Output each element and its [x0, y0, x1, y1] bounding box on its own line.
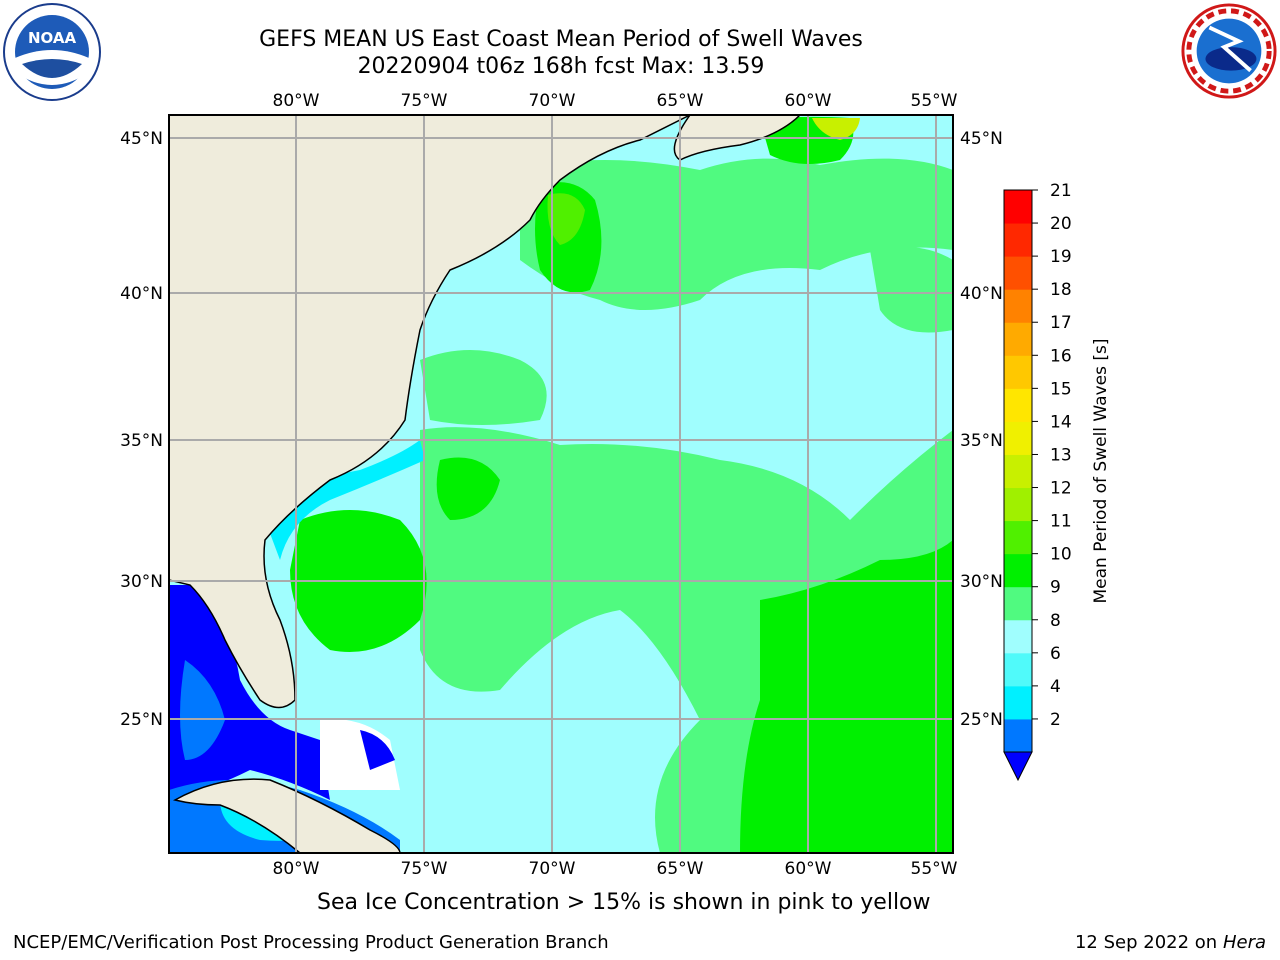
map-grid	[169, 115, 953, 853]
colorbar-tick-label: 14	[1050, 412, 1072, 432]
colorbar-tick-label: 16	[1050, 346, 1072, 366]
lon-tick-label: 70°W	[529, 859, 576, 879]
colorbar-segment	[1004, 586, 1032, 621]
lon-tick-label: 65°W	[657, 91, 704, 111]
ocean-fill-9-10	[870, 246, 953, 333]
us-east-coast-land	[169, 115, 691, 709]
lat-tick-label: 30°N	[960, 572, 1003, 592]
lon-tick-label: 80°W	[273, 859, 320, 879]
colorbar-segment	[1004, 388, 1032, 422]
lat-tick-label: 25°N	[120, 710, 163, 730]
colorbar-segment	[1004, 355, 1032, 389]
colorbar-segment	[1004, 520, 1032, 555]
map-frame	[168, 114, 954, 854]
sea-ice-caption: Sea Ice Concentration > 15% is shown in …	[317, 890, 931, 915]
lon-ticks-bottom: 80°W 75°W 70°W 65°W 60°W 55°W	[273, 859, 958, 879]
lat-tick-label: 35°N	[120, 431, 163, 451]
lon-tick-label: 65°W	[657, 859, 704, 879]
lon-tick-label: 75°W	[401, 91, 448, 111]
map-field	[169, 115, 953, 853]
lat-tick-label: 40°N	[120, 284, 163, 304]
lon-tick-label: 55°W	[911, 91, 958, 111]
cuba-land	[172, 778, 401, 853]
masked-area	[320, 719, 400, 790]
noaa-logo-text: NOAA	[28, 29, 77, 47]
lon-tick-label: 70°W	[529, 91, 576, 111]
colorbar-segment	[1004, 553, 1032, 588]
colorbar-frame	[1003, 189, 1033, 753]
colorbar-tick-label: 4	[1050, 677, 1061, 697]
colorbar-segment	[1004, 454, 1032, 489]
colorbar-tick-label: 8	[1050, 611, 1061, 631]
colorbar-tick-label: 19	[1050, 247, 1072, 267]
colorbar-segment	[1004, 487, 1032, 522]
colorbar-segment	[1004, 289, 1032, 323]
footer-date: 12 Sep 2022 on Hera	[1075, 932, 1266, 953]
chart-title: GEFS MEAN US East Coast Mean Period of S…	[259, 27, 863, 52]
ocean-fill-6-8	[265, 440, 425, 560]
lon-ticks-top: 80°W 75°W 70°W 65°W 60°W 55°W	[273, 91, 958, 111]
footer-date-text: 12 Sep 2022 on	[1074, 932, 1218, 953]
colorbar-tick-label: 10	[1050, 545, 1072, 565]
colorbar: 21 20 19 18 17 16 15 14 13 12 11 10 9 8 6 4 2	[1003, 181, 1072, 782]
lat-ticks-right: 45°N 40°N 35°N 30°N 25°N	[960, 129, 1003, 730]
colorbar-segment	[1004, 619, 1032, 654]
ocean-fill-10-11	[740, 540, 953, 853]
noaa-logo: NOAA	[3, 3, 101, 101]
lat-tick-label: 45°N	[120, 129, 163, 149]
colorbar-tick-label: 17	[1050, 313, 1072, 333]
colorbar-tick-label: 2	[1050, 710, 1061, 730]
lon-tick-label: 60°W	[785, 91, 832, 111]
colorbar-segment	[1004, 256, 1032, 290]
lat-tick-label: 45°N	[960, 129, 1003, 149]
colorbar-tick-label: 18	[1050, 280, 1072, 300]
colorbar-tick-label: 20	[1050, 214, 1072, 234]
nws-logo	[1181, 3, 1277, 99]
lon-tick-label: 75°W	[401, 859, 448, 879]
ocean-fill-9-10	[420, 350, 547, 425]
colorbar-tick-label: 13	[1050, 445, 1072, 465]
colorbar-segment	[1004, 718, 1032, 753]
lat-tick-label: 25°N	[960, 710, 1003, 730]
lat-tick-label: 30°N	[120, 572, 163, 592]
colorbar-segment	[1004, 190, 1032, 224]
colorbar-segment	[1004, 421, 1032, 455]
colorbar-segment	[1004, 685, 1032, 720]
lon-tick-label: 80°W	[273, 91, 320, 111]
lat-ticks-left: 45°N 40°N 35°N 30°N 25°N	[120, 129, 163, 730]
bank-fill-2-4	[360, 730, 395, 770]
colorbar-extend-triangle	[1003, 751, 1033, 782]
colorbar-tick-label: 6	[1050, 644, 1061, 664]
ocean-fill-9-10	[520, 158, 953, 310]
lat-tick-label: 35°N	[960, 431, 1003, 451]
ocean-fill-11-12	[547, 193, 585, 245]
ocean-fill-10-11	[436, 457, 500, 520]
colorbar-tick-label: 15	[1050, 379, 1072, 399]
colorbar-label: Mean Period of Swell Waves [s]	[1091, 339, 1111, 604]
lon-tick-label: 60°W	[785, 859, 832, 879]
footer-credit: NCEP/EMC/Verification Post Processing Pr…	[13, 932, 609, 953]
colorbar-segment	[1004, 652, 1032, 687]
colorbar-tick-label: 21	[1050, 181, 1072, 201]
colorbar-tick-label: 11	[1050, 512, 1072, 532]
chart-subtitle: 20220904 t06z 168h fcst Max: 13.59	[357, 54, 765, 79]
ocean-fill-12-13	[812, 118, 860, 140]
colorbar-tick-label: 12	[1050, 479, 1072, 499]
colorbar-tick-label: 9	[1050, 578, 1061, 598]
footer-host: Hera	[1222, 932, 1266, 953]
colorbar-segment	[1004, 322, 1032, 356]
colorbar-segment	[1004, 223, 1032, 257]
lat-tick-label: 40°N	[960, 284, 1003, 304]
gulf-fill-4-6	[180, 660, 225, 760]
lon-tick-label: 55°W	[911, 859, 958, 879]
